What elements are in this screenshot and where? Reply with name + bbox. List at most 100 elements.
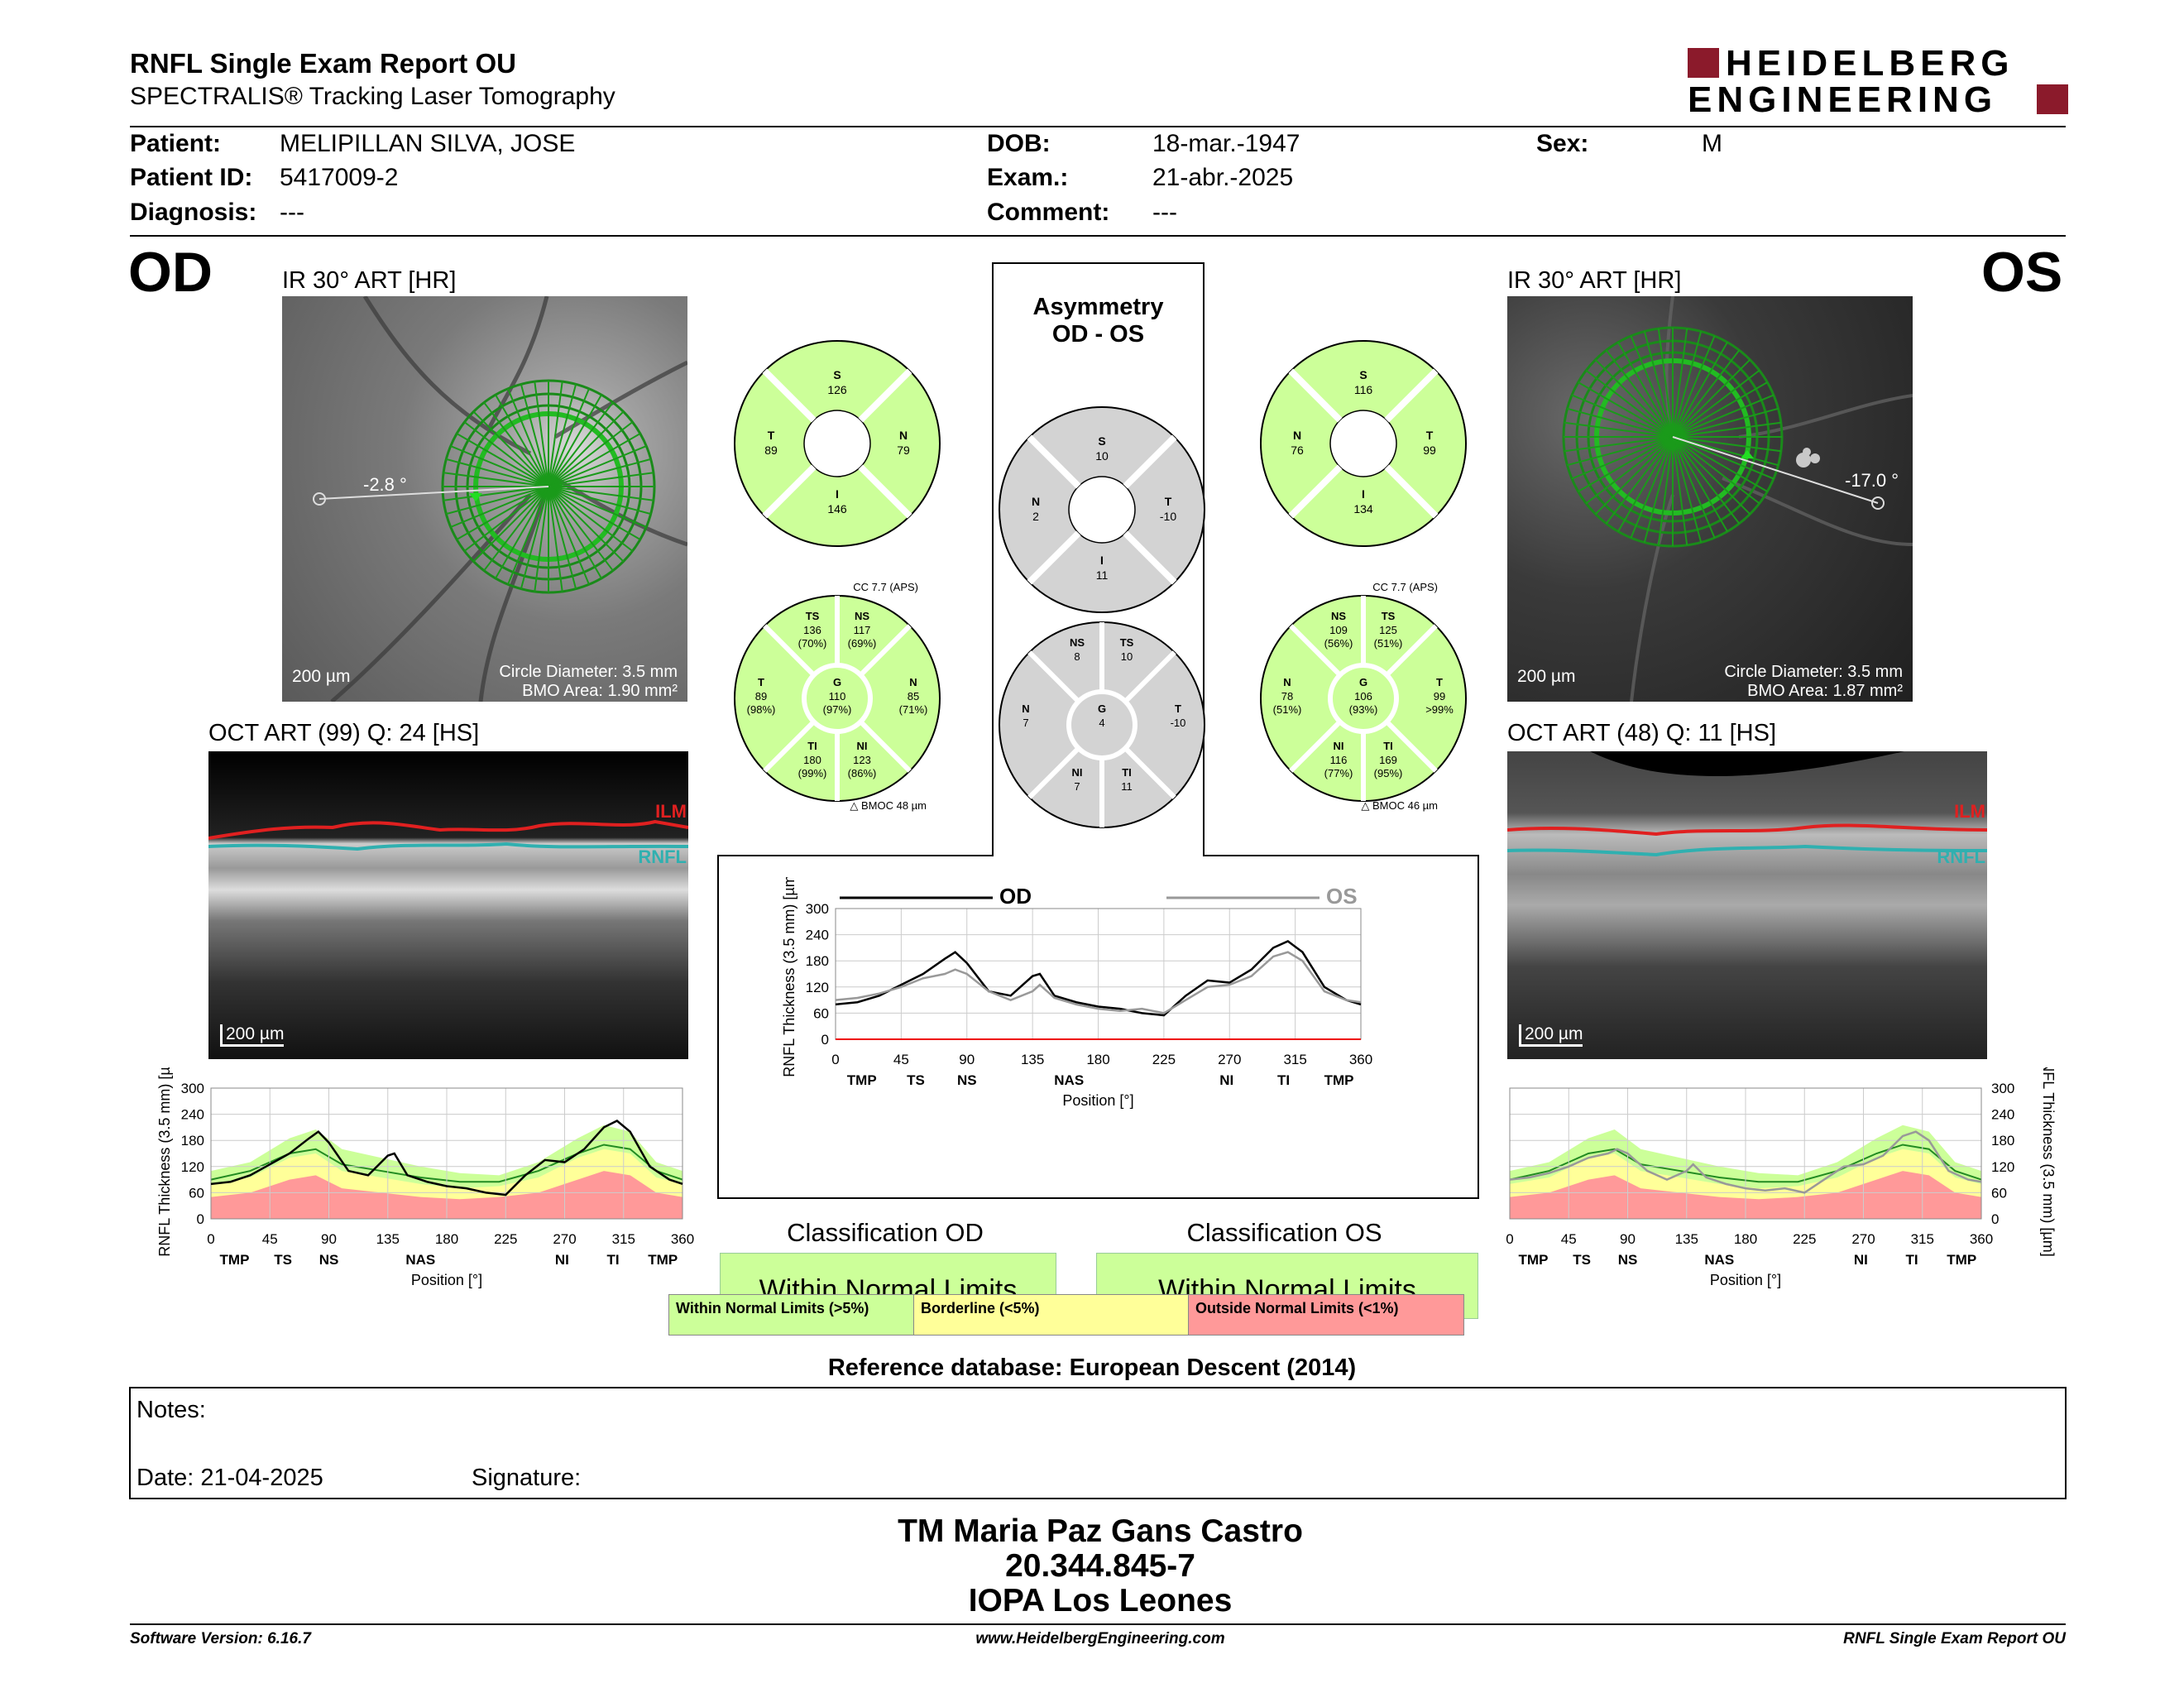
odgraph-xlabel: Position [°] [411, 1272, 482, 1288]
asym-sector-s-value: 10 [1095, 449, 1109, 463]
od-bmoc-label: △ BMOC 48 µm [850, 799, 927, 812]
os-sector-n-value: 78 [1281, 690, 1293, 703]
osgraph-sector-1: TS [1573, 1252, 1591, 1268]
osgraph-normative-mean [1509, 1144, 1982, 1183]
osgraph-xtick-135: 135 [1675, 1231, 1698, 1247]
od-sector-n-label: N [909, 676, 917, 688]
sex-value: M [1702, 130, 1722, 157]
osgraph-sector-0: TMP [1519, 1252, 1549, 1268]
od-bmo-area: BMO Area: 1.90 mm² [522, 682, 678, 700]
asymgraph-xtick-270: 270 [1218, 1052, 1241, 1067]
asymgraph-xtick-0: 0 [831, 1052, 839, 1067]
odgraph-sector-1: TS [274, 1252, 292, 1268]
asym-sector-ti-value: 11 [1121, 780, 1133, 793]
odgraph-xtick-45: 45 [262, 1231, 278, 1247]
os-sector-ni-value: 116 [1330, 754, 1348, 766]
osgraph-xtick-45: 45 [1561, 1231, 1577, 1247]
os-sector-left-value: 76 [1291, 444, 1304, 457]
odgraph-sector-6: TMP [648, 1252, 678, 1268]
website-link[interactable]: www.HeidelbergEngineering.com [975, 1630, 1225, 1647]
asym-sector-ni-label: NI [1072, 766, 1083, 779]
asymmetry-panel-frame [717, 262, 1479, 1199]
od-ilm-label: ILM [655, 801, 687, 822]
osgraph-ytick-120: 120 [1991, 1159, 2014, 1175]
legend-borderline: Borderline (<5%) [913, 1294, 1190, 1336]
osgraph-series-os [1509, 1130, 1982, 1194]
os-sector-left-label: N [1293, 429, 1301, 442]
od-sector-ti-percentile: (99%) [798, 767, 827, 779]
odgraph-ytick-300: 300 [181, 1081, 204, 1096]
patient-label: Patient: [130, 130, 222, 157]
os-bmo-area: BMO Area: 1.87 mm² [1747, 682, 1903, 700]
os-sector-ts-value: 125 [1379, 624, 1397, 636]
od-rnfl-label: RNFL [638, 846, 687, 867]
od-sector-t-percentile: (98%) [747, 703, 776, 716]
exam-label: Exam.: [987, 164, 1069, 191]
sex-label: Sex: [1536, 130, 1589, 157]
od-sector-t-label: T [758, 676, 764, 688]
od-sector-ti-label: TI [807, 740, 817, 752]
exam-value: 21-abr.-2025 [1152, 164, 1294, 191]
od-sector-n-percentile: (71%) [899, 703, 928, 716]
asymgraph-sector-0: TMP [847, 1072, 877, 1088]
os-sector-n-percentile: (51%) [1273, 703, 1302, 716]
odgraph-xtick-0: 0 [207, 1231, 214, 1247]
odgraph-xtick-225: 225 [494, 1231, 517, 1247]
report-subtitle: SPECTRALIS® Tracking Laser Tomography [130, 83, 615, 110]
asym-sector-g-value: 4 [1099, 717, 1104, 729]
os-sector-right-label: T [1426, 429, 1434, 442]
odgraph-xtick-315: 315 [612, 1231, 635, 1247]
os-thickness-profile-graph: 0 60 120 180 240 300 0 45 90 135 180 225 270 315 360 TM… [1506, 1067, 2057, 1288]
od-cc-label: CC 7.7 (APS) [853, 581, 918, 593]
dob-label: DOB: [987, 130, 1051, 157]
os-sector-ns-percentile: (56%) [1324, 637, 1353, 650]
signature-label: Signature: [472, 1465, 582, 1491]
asymgraph-xtick-180: 180 [1086, 1052, 1109, 1067]
osgraph-xtick-315: 315 [1911, 1231, 1934, 1247]
os-sector-n-label: N [1283, 676, 1291, 688]
od-ir-scale: 200 µm [292, 667, 351, 686]
odgraph-sector-5: TI [607, 1252, 620, 1268]
asymgraph-ylabel: RNFL Thickness (3.5 mm) [µm] [781, 877, 797, 1077]
os-sector-ni-label: NI [1334, 740, 1344, 752]
asymgraph-xlabel: Position [°] [1062, 1092, 1133, 1109]
asym-sector-ns-label: NS [1070, 636, 1085, 649]
asymgraph-sector-3: NAS [1054, 1072, 1084, 1088]
asym-sector-ts-value: 10 [1121, 650, 1133, 663]
classification-od-title: Classification OD [787, 1218, 984, 1247]
software-version: Software Version: 6.16.7 [130, 1630, 311, 1647]
asym-sector-n-value: 7 [1023, 717, 1028, 729]
od-circle-diameter: Circle Diameter: 3.5 mm [499, 663, 678, 681]
os-oct-title: OCT ART (48) Q: 11 [HS] [1507, 720, 1777, 746]
asym-sector-ni-value: 7 [1074, 780, 1080, 793]
od-ir-title: IR 30° ART [HR] [282, 267, 457, 294]
od-sector-ns-percentile: (69%) [848, 637, 877, 650]
od-thickness-profile-graph: 0 60 120 180 240 300 0 45 90 135 180 225 270 315 360 TM… [156, 1067, 694, 1288]
od-scan-circle-overlay [313, 296, 687, 702]
os-label: OS [1981, 241, 2063, 304]
od-oct-title: OCT ART (99) Q: 24 [HS] [208, 720, 480, 746]
odgraph-ylabel: RNFL Thickness (3.5 mm) [µm] [156, 1067, 173, 1257]
notes-date: Date: 21-04-2025 [136, 1465, 323, 1491]
od-angle: -2.8 ° [363, 474, 407, 495]
od-sector-ni-label: NI [857, 740, 868, 752]
asymgraph-ytick-0: 0 [821, 1032, 829, 1048]
od-sector-i-value: 146 [827, 502, 847, 516]
od-sector-g-label: G [833, 676, 841, 688]
osgraph-ytick-0: 0 [1991, 1211, 1999, 1227]
asym-sector-i-label: I [1100, 554, 1104, 567]
os-ir-scale: 200 µm [1517, 667, 1576, 686]
comment-label: Comment: [987, 199, 1110, 226]
asymgraph-xtick-225: 225 [1152, 1052, 1176, 1067]
os-sector-ts-percentile: (51%) [1374, 637, 1403, 650]
asymgraph-ytick-120: 120 [806, 980, 829, 995]
asym-sector-t-value: -10 [1171, 717, 1186, 729]
asymgraph-series-od [835, 940, 1362, 1017]
odgraph-sector-4: NI [555, 1252, 569, 1268]
od-sector-ts-label: TS [806, 610, 820, 622]
os-sector-ts-label: TS [1382, 610, 1396, 622]
od-oct-bscan-image: ILM RNFL 200 µm [208, 751, 688, 1059]
odgraph-sector-2: NS [319, 1252, 339, 1268]
patient-id-label: Patient ID: [130, 164, 253, 191]
legend-within-normal: Within Normal Limits (>5%) [668, 1294, 915, 1336]
